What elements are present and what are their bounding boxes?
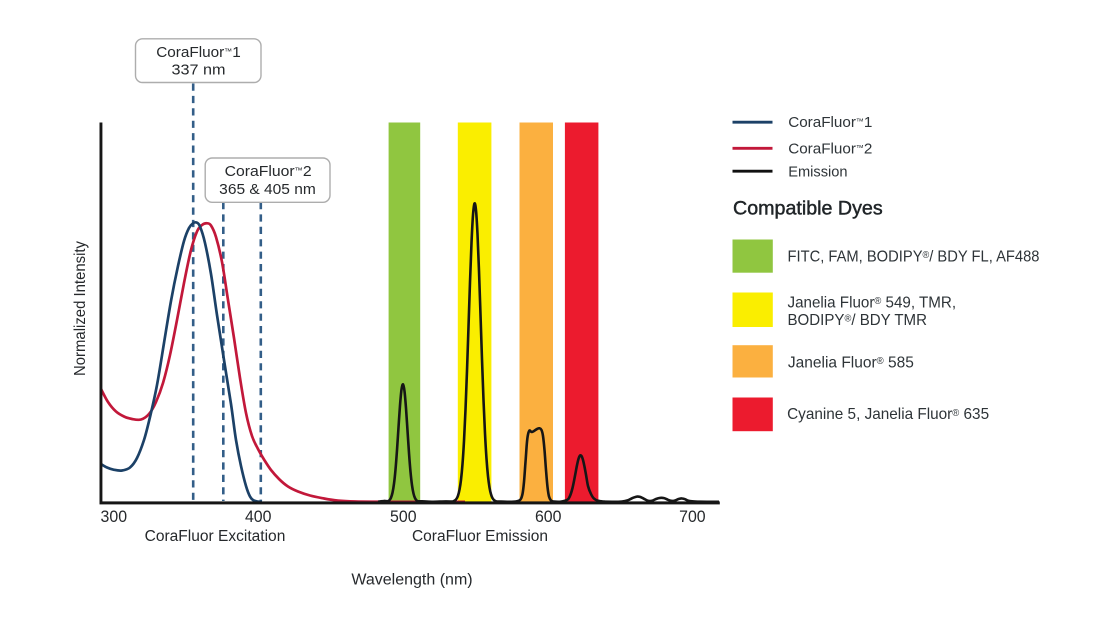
- svg-text:FITC, FAM, BODIPY®/ BDY FL, AF: FITC, FAM, BODIPY®/ BDY FL, AF488: [788, 249, 1040, 266]
- svg-text:400: 400: [245, 507, 272, 526]
- svg-text:300: 300: [101, 507, 128, 526]
- svg-text:600: 600: [535, 507, 562, 526]
- svg-text:700: 700: [679, 507, 706, 526]
- svg-text:CoraFluor™2: CoraFluor™2: [788, 140, 872, 157]
- svg-text:Emission: Emission: [788, 164, 847, 181]
- svg-text:CoraFluor Emission: CoraFluor Emission: [412, 528, 548, 545]
- svg-text:CoraFluor Excitation: CoraFluor Excitation: [145, 528, 286, 545]
- svg-text:Wavelength (nm): Wavelength (nm): [351, 572, 472, 589]
- svg-text:Janelia Fluor® 585: Janelia Fluor® 585: [788, 355, 914, 372]
- svg-text:CoraFluor™1: CoraFluor™1: [156, 44, 241, 61]
- svg-text:CoraFluor™1: CoraFluor™1: [788, 114, 872, 131]
- svg-text:Janelia Fluor® 549, TMR,: Janelia Fluor® 549, TMR,: [788, 294, 957, 311]
- svg-text:337 nm: 337 nm: [172, 62, 226, 79]
- svg-text:Normalized Intensity: Normalized Intensity: [72, 241, 89, 376]
- svg-text:CoraFluor™2: CoraFluor™2: [225, 163, 312, 180]
- svg-text:Compatible Dyes: Compatible Dyes: [733, 198, 883, 220]
- svg-text:Cyanine 5, Janelia Fluor® 635: Cyanine 5, Janelia Fluor® 635: [787, 406, 989, 423]
- svg-text:BODIPY®/ BDY TMR: BODIPY®/ BDY TMR: [788, 312, 928, 329]
- svg-text:500: 500: [390, 507, 417, 526]
- svg-text:365 & 405 nm: 365 & 405 nm: [219, 181, 316, 198]
